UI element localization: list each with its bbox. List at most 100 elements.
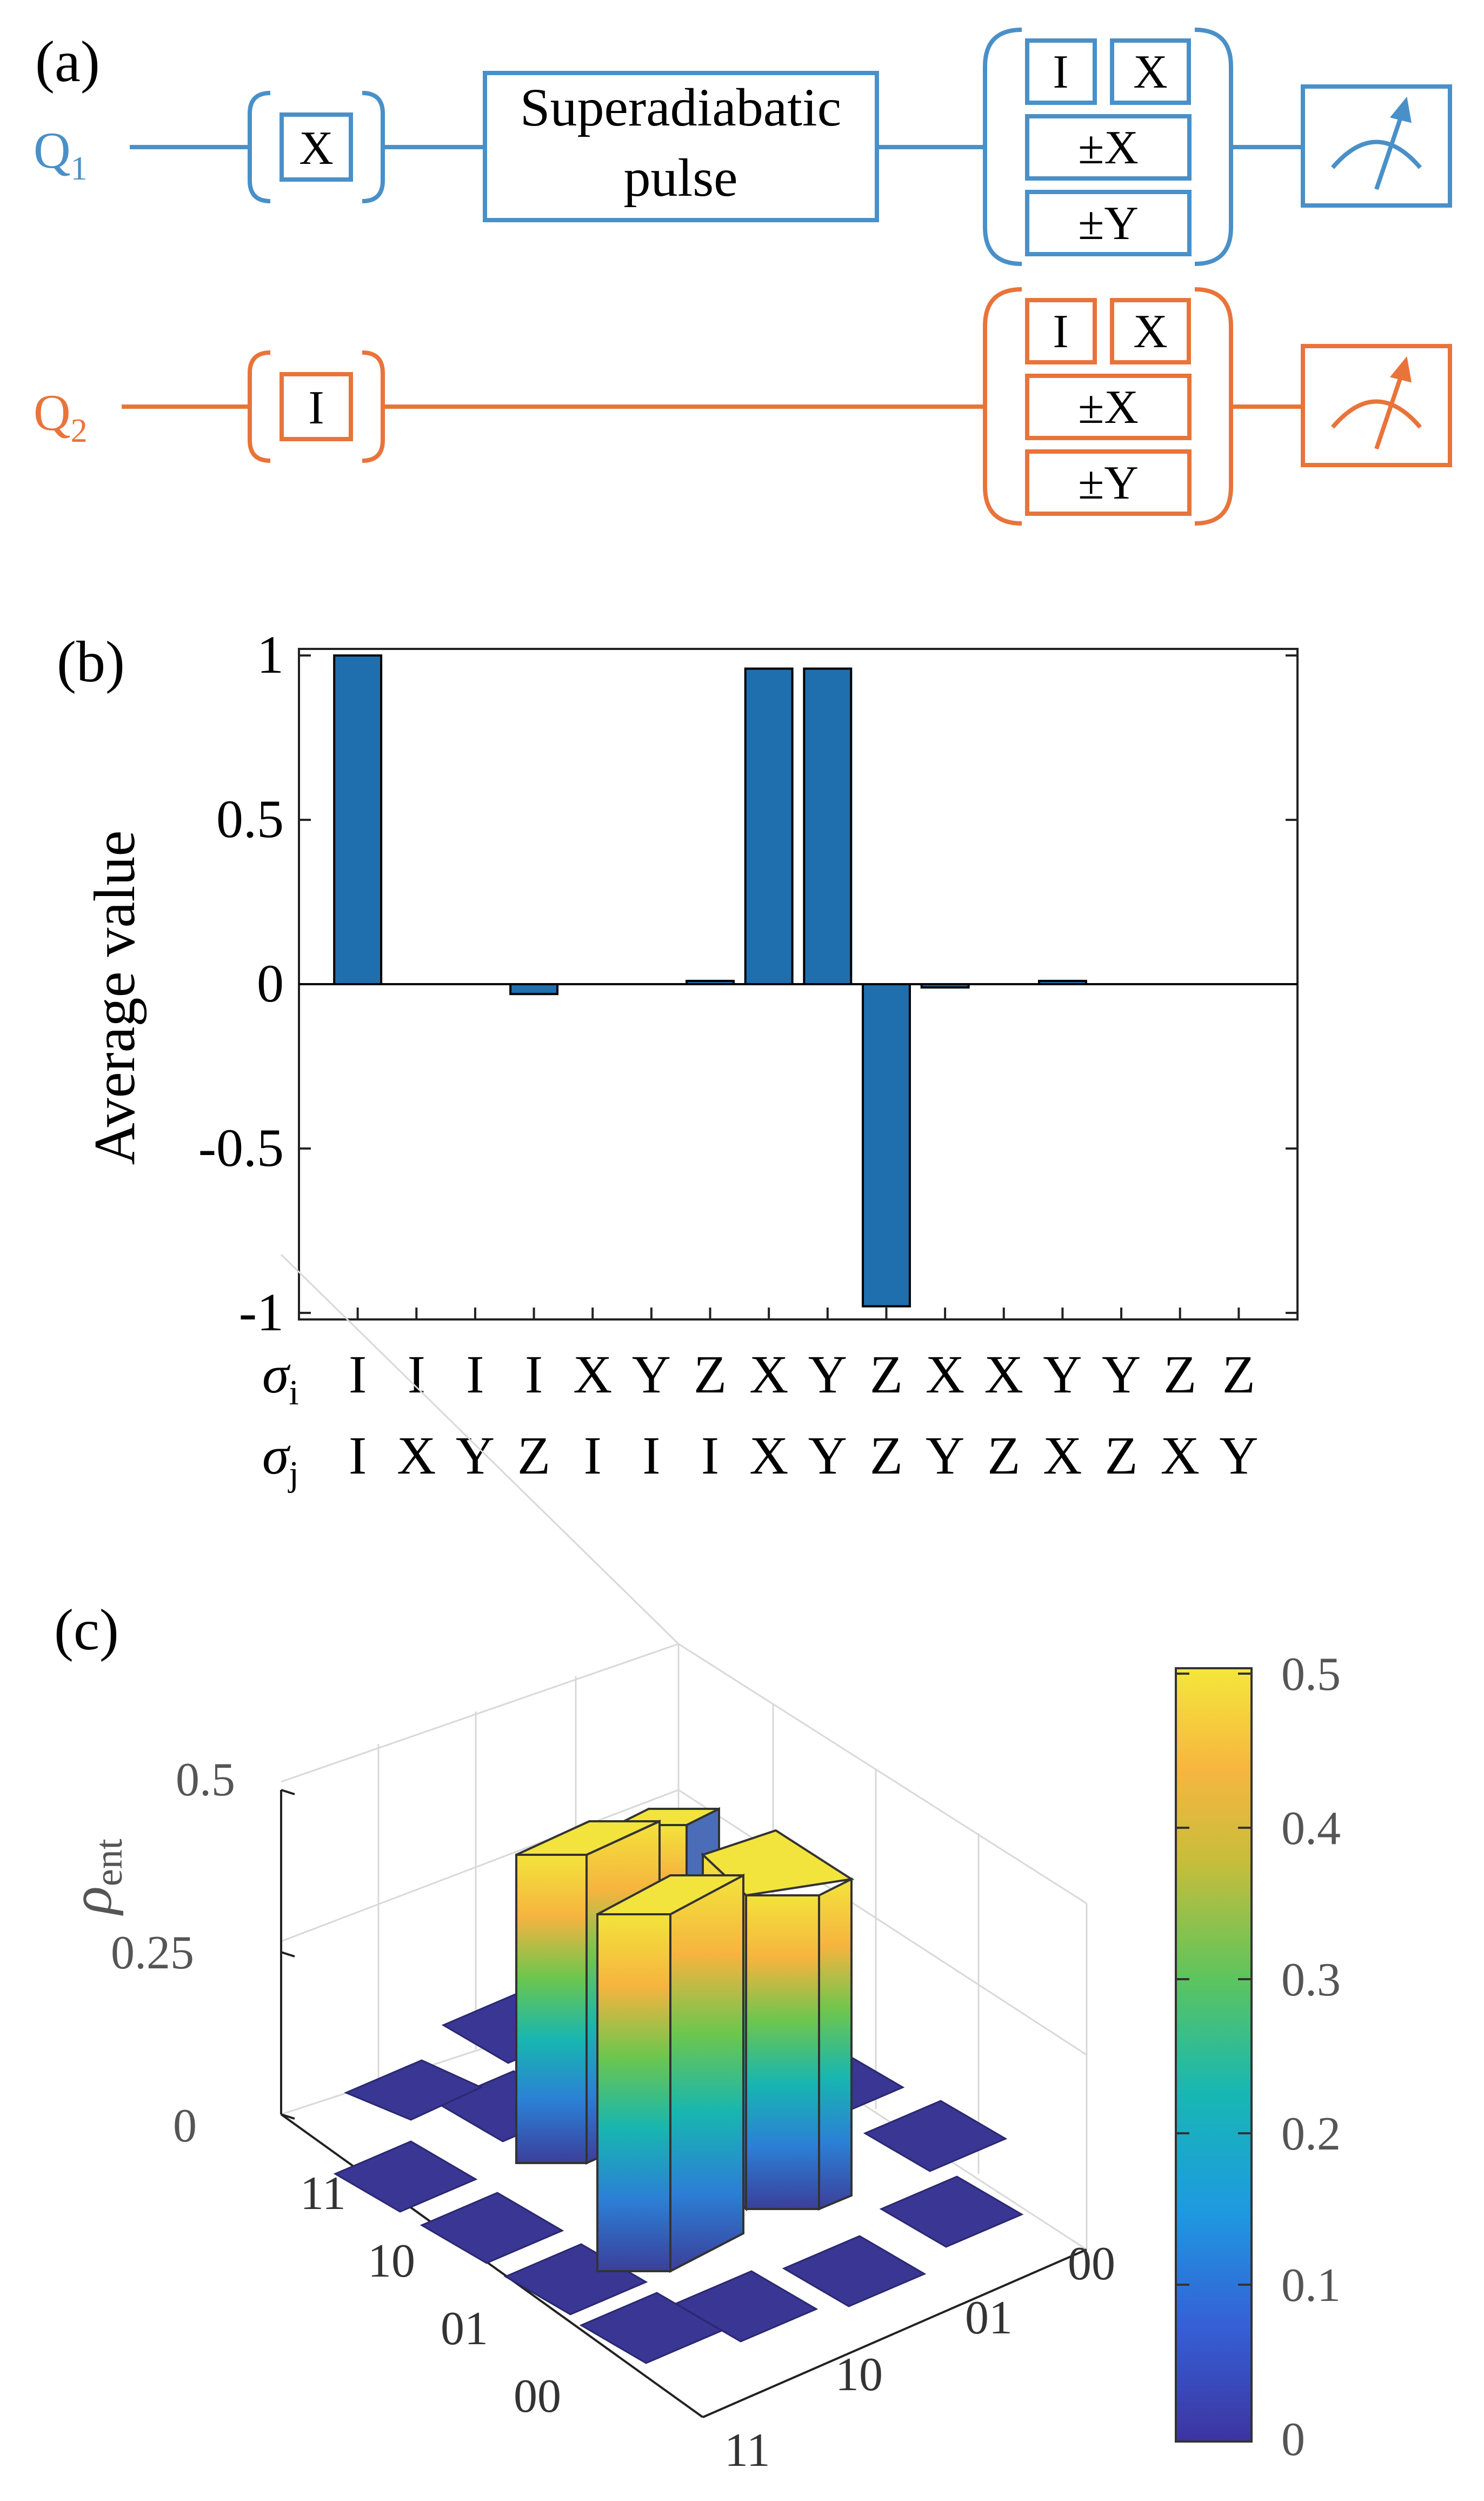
b-yticks: 1 0.5 0 -0.5 -1 [198,625,1297,1342]
b-xticks [356,1308,1240,1319]
b-sigma-j-tick: Y [1219,1425,1258,1485]
c-tile [333,2140,478,2213]
c-tile [782,2235,927,2307]
b-sigma-j-tick: Y [926,1425,964,1485]
q2-tomo-x: X [1133,306,1168,358]
cb-tick: 0.2 [1281,2108,1341,2160]
b-sigma-i-tick: Y [808,1344,847,1404]
q1-tomo-bracket [983,28,1233,266]
panel-a-label: (a) [35,30,100,94]
q1-init-bracket [248,91,385,203]
b-sigma-i-tick: X [926,1344,964,1404]
b-sigma-j-tick: Y [808,1425,847,1485]
c-floor-tiles [333,1992,1024,2364]
b-bar [333,654,383,985]
b-ytick-label: 0.5 [216,789,284,849]
c-row-label-10: 10 [368,2235,415,2287]
sigma-j-label: σj [262,1425,299,1494]
b-sigma-j-tick: Y [456,1425,495,1485]
panel-b-label: (b) [57,630,125,694]
sigma-i-label: σi [262,1344,299,1412]
b-sigma-j-tick: X [1161,1425,1200,1485]
b-sigma-i-tick: Y [1043,1344,1082,1404]
c-ztick-0: 0 [173,2100,197,2152]
q1-meter-icon [1301,84,1452,208]
q2-init-gate [280,372,353,441]
q2-tomo-py: ±Y [1078,457,1139,509]
b-ytick-label: 0 [257,953,284,1013]
b-ytick-label: 1 [257,625,284,685]
panel-b: (b) Average value 10.50-0.5-1 σi σj IIIX… [57,625,1299,1494]
b-sigma-j-tick: X [749,1425,788,1485]
c-row-label-00: 00 [514,2370,561,2423]
b-sigma-i-tick: Z [1163,1344,1196,1404]
b-sigma-j-tick: X [397,1425,436,1485]
c-tile [674,2270,818,2343]
b-sigma-i-tick: Z [1222,1344,1255,1404]
b-sigma-i-tick: X [984,1344,1023,1404]
panel-c: (c) 0 0.25 [54,1253,1341,2477]
c-col-label-11: 11 [724,2424,770,2477]
panel-c-label: (c) [54,1598,119,1662]
c-ztick-025: 0.25 [111,1927,194,1979]
b-bar [1037,979,1087,985]
q1-init-gate [280,112,353,182]
c-colorbar [1175,1667,1253,2443]
b-sigma-i-tick: I [466,1344,484,1404]
c-colorbar-tickmarks [1176,1673,1252,2286]
b-sigma-i-tick: X [749,1344,788,1404]
cb-tick: 0.3 [1281,1954,1341,2006]
b-bar [686,979,735,985]
c-bar [596,1873,744,2273]
b-bar [920,983,970,989]
b-sigma-i-tick: I [408,1344,425,1404]
b-bar [509,983,559,996]
b-sigma-i-tick: Y [1102,1344,1141,1404]
cb-tick: 0.1 [1281,2259,1341,2312]
q2-tomo-px: ±X [1078,381,1139,434]
b-sigma-i-tick: I [525,1344,543,1404]
b-ylabel: Average value [83,831,147,1165]
c-colorbar-ticks: 0.5 0.4 0.3 0.2 0.1 0 [1281,1648,1341,2466]
c-ztick-05: 0.5 [176,1754,235,1806]
b-ytick-label: -0.5 [198,1118,284,1178]
c-zticks-marks [281,1789,295,2120]
q2-meter-icon [1301,344,1452,467]
c-col-label-10: 10 [835,2349,883,2401]
b-ytick-label: -1 [239,1282,284,1342]
b-sigma-i-tick: Y [632,1344,671,1404]
b-sigma-j-tick: I [349,1425,367,1485]
b-bar [803,667,853,985]
q1-tomo-px: ±X [1078,122,1139,174]
pulse-label-line2: pulse [623,148,737,208]
b-sigma-j-tick: Z [1105,1425,1138,1485]
b-sigma-i-tick: Z [870,1344,903,1404]
c-tile [420,2192,564,2264]
c-row-label-01: 01 [441,2303,488,2355]
b-sigma-j-tick: Z [987,1425,1020,1485]
q2-tomo-bracket [983,287,1233,526]
c-col-label-00: 00 [1068,2238,1115,2290]
b-sigma-j-tick: I [642,1425,660,1485]
b-sigma-i-tick: Z [694,1344,727,1404]
q1-tomo-gates [1025,38,1192,256]
b-bars [333,654,1087,1308]
b-sigma-j-tick: Z [870,1425,903,1485]
c-col-label-01: 01 [965,2292,1013,2344]
c-grid [280,1253,1088,2251]
b-sigma-j-tick: I [701,1425,719,1485]
q2-init-bracket [248,350,385,463]
c-tile [863,2100,1008,2172]
q1-tomo-py: ±Y [1078,197,1139,250]
panel-a: (a) Q1 X Superadiabatic pulse [34,28,1452,526]
b-bar [862,983,911,1308]
b-sigma-i-tick: X [573,1344,612,1404]
q2-tomo-gates [1025,298,1192,516]
q2-init-gate-label: I [308,382,324,434]
c-bars [515,1807,855,2273]
c-tile [879,2175,1024,2248]
cb-tick: 0 [1281,2413,1305,2466]
